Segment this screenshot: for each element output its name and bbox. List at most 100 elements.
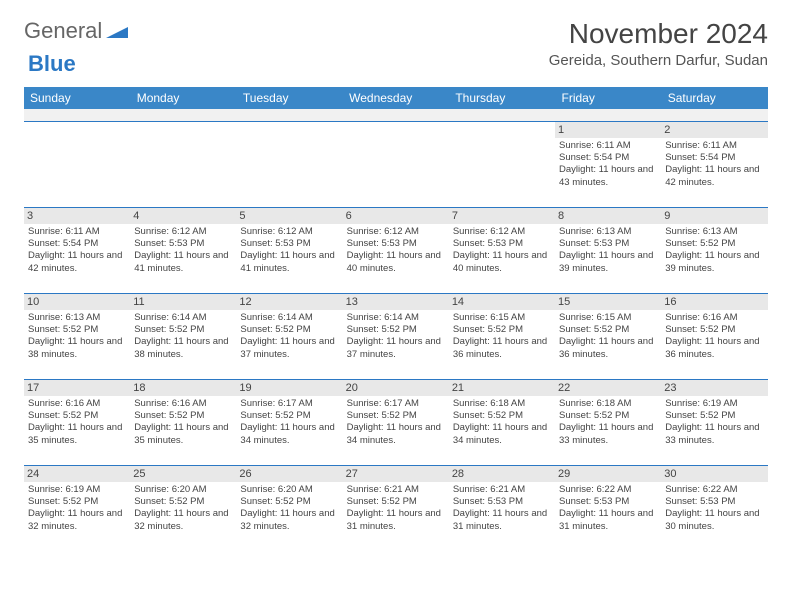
day-cell: 2Sunrise: 6:11 AMSunset: 5:54 PMDaylight… xyxy=(661,121,767,207)
sunrise-text: Sunrise: 6:13 AM xyxy=(559,226,657,238)
dayhead-thu: Thursday xyxy=(449,87,555,109)
sunset-text: Sunset: 5:53 PM xyxy=(559,496,657,508)
day-number: 21 xyxy=(449,380,555,396)
daylight-text: Daylight: 11 hours and 37 minutes. xyxy=(240,336,338,361)
sunrise-text: Sunrise: 6:20 AM xyxy=(134,484,232,496)
day-detail: Sunrise: 6:16 AMSunset: 5:52 PMDaylight:… xyxy=(28,398,126,447)
day-cell: 16Sunrise: 6:16 AMSunset: 5:52 PMDayligh… xyxy=(661,293,767,379)
spacer-row xyxy=(24,109,768,121)
title-block: November 2024 Gereida, Southern Darfur, … xyxy=(549,18,768,69)
day-detail: Sunrise: 6:18 AMSunset: 5:52 PMDaylight:… xyxy=(559,398,657,447)
day-cell xyxy=(130,121,236,207)
sunset-text: Sunset: 5:52 PM xyxy=(665,238,763,250)
sunset-text: Sunset: 5:53 PM xyxy=(240,238,338,250)
sunset-text: Sunset: 5:52 PM xyxy=(240,496,338,508)
sunrise-text: Sunrise: 6:21 AM xyxy=(347,484,445,496)
sunset-text: Sunset: 5:52 PM xyxy=(559,410,657,422)
week-row: 10Sunrise: 6:13 AMSunset: 5:52 PMDayligh… xyxy=(24,293,768,379)
sunrise-text: Sunrise: 6:12 AM xyxy=(347,226,445,238)
day-detail: Sunrise: 6:13 AMSunset: 5:52 PMDaylight:… xyxy=(28,312,126,361)
day-detail: Sunrise: 6:22 AMSunset: 5:53 PMDaylight:… xyxy=(559,484,657,533)
sunset-text: Sunset: 5:54 PM xyxy=(559,152,657,164)
sunset-text: Sunset: 5:52 PM xyxy=(240,410,338,422)
day-number: 4 xyxy=(130,208,236,224)
day-detail: Sunrise: 6:20 AMSunset: 5:52 PMDaylight:… xyxy=(240,484,338,533)
sunset-text: Sunset: 5:52 PM xyxy=(28,496,126,508)
sunset-text: Sunset: 5:52 PM xyxy=(665,410,763,422)
day-number: 18 xyxy=(130,380,236,396)
day-detail: Sunrise: 6:15 AMSunset: 5:52 PMDaylight:… xyxy=(559,312,657,361)
daylight-text: Daylight: 11 hours and 31 minutes. xyxy=(559,508,657,533)
daylight-text: Daylight: 11 hours and 43 minutes. xyxy=(559,164,657,189)
daylight-text: Daylight: 11 hours and 32 minutes. xyxy=(240,508,338,533)
day-detail: Sunrise: 6:16 AMSunset: 5:52 PMDaylight:… xyxy=(134,398,232,447)
day-cell: 23Sunrise: 6:19 AMSunset: 5:52 PMDayligh… xyxy=(661,379,767,465)
dayhead-sun: Sunday xyxy=(24,87,130,109)
daylight-text: Daylight: 11 hours and 32 minutes. xyxy=(134,508,232,533)
day-cell: 4Sunrise: 6:12 AMSunset: 5:53 PMDaylight… xyxy=(130,207,236,293)
day-cell: 29Sunrise: 6:22 AMSunset: 5:53 PMDayligh… xyxy=(555,465,661,551)
daylight-text: Daylight: 11 hours and 36 minutes. xyxy=(559,336,657,361)
daylight-text: Daylight: 11 hours and 30 minutes. xyxy=(665,508,763,533)
day-number: 28 xyxy=(449,466,555,482)
day-number: 3 xyxy=(24,208,130,224)
sunset-text: Sunset: 5:52 PM xyxy=(28,410,126,422)
dayhead-wed: Wednesday xyxy=(343,87,449,109)
day-detail: Sunrise: 6:11 AMSunset: 5:54 PMDaylight:… xyxy=(559,140,657,189)
sunrise-text: Sunrise: 6:18 AM xyxy=(559,398,657,410)
daylight-text: Daylight: 11 hours and 35 minutes. xyxy=(134,422,232,447)
sunset-text: Sunset: 5:53 PM xyxy=(134,238,232,250)
day-cell: 17 Sunrise: 6:16 AMSunset: 5:52 PMDayligh… xyxy=(24,379,130,465)
day-detail: Sunrise: 6:12 AMSunset: 5:53 PMDaylight:… xyxy=(240,226,338,275)
day-cell: 19Sunrise: 6:17 AMSunset: 5:52 PMDayligh… xyxy=(236,379,342,465)
daylight-text: Daylight: 11 hours and 32 minutes. xyxy=(28,508,126,533)
daylight-text: Daylight: 11 hours and 39 minutes. xyxy=(559,250,657,275)
daylight-text: Daylight: 11 hours and 38 minutes. xyxy=(134,336,232,361)
sunset-text: Sunset: 5:54 PM xyxy=(665,152,763,164)
day-number: 13 xyxy=(343,294,449,310)
sunrise-text: Sunrise: 6:16 AM xyxy=(665,312,763,324)
day-cell xyxy=(24,121,130,207)
day-cell: 20Sunrise: 6:17 AMSunset: 5:52 PMDayligh… xyxy=(343,379,449,465)
sunrise-text: Sunrise: 6:11 AM xyxy=(28,226,126,238)
sunrise-text: Sunrise: 6:14 AM xyxy=(347,312,445,324)
day-cell: 6Sunrise: 6:12 AMSunset: 5:53 PMDaylight… xyxy=(343,207,449,293)
day-cell: 13Sunrise: 6:14 AMSunset: 5:52 PMDayligh… xyxy=(343,293,449,379)
day-detail: Sunrise: 6:14 AMSunset: 5:52 PMDaylight:… xyxy=(134,312,232,361)
day-number: 12 xyxy=(236,294,342,310)
sunrise-text: Sunrise: 6:13 AM xyxy=(28,312,126,324)
logo-triangle-icon xyxy=(106,18,128,44)
day-number: 23 xyxy=(661,380,767,396)
day-cell: 21Sunrise: 6:18 AMSunset: 5:52 PMDayligh… xyxy=(449,379,555,465)
day-cell: 22 Sunrise: 6:18 AMSunset: 5:52 PMDayligh… xyxy=(555,379,661,465)
sunrise-text: Sunrise: 6:17 AM xyxy=(240,398,338,410)
day-number: 22 xyxy=(555,380,661,396)
sunrise-text: Sunrise: 6:14 AM xyxy=(134,312,232,324)
dayhead-fri: Friday xyxy=(555,87,661,109)
day-number: 5 xyxy=(236,208,342,224)
daylight-text: Daylight: 11 hours and 37 minutes. xyxy=(347,336,445,361)
day-number: 17 xyxy=(24,380,130,396)
logo-word1: General xyxy=(24,18,102,44)
sunrise-text: Sunrise: 6:15 AM xyxy=(453,312,551,324)
day-cell xyxy=(236,121,342,207)
sunrise-text: Sunrise: 6:21 AM xyxy=(453,484,551,496)
dayhead-tue: Tuesday xyxy=(236,87,342,109)
sunset-text: Sunset: 5:52 PM xyxy=(665,324,763,336)
sunrise-text: Sunrise: 6:16 AM xyxy=(28,398,126,410)
sunrise-text: Sunrise: 6:20 AM xyxy=(240,484,338,496)
day-detail: Sunrise: 6:20 AMSunset: 5:52 PMDaylight:… xyxy=(134,484,232,533)
sunset-text: Sunset: 5:52 PM xyxy=(134,410,232,422)
day-cell: 26Sunrise: 6:20 AMSunset: 5:52 PMDayligh… xyxy=(236,465,342,551)
sunset-text: Sunset: 5:52 PM xyxy=(28,324,126,336)
sunset-text: Sunset: 5:53 PM xyxy=(453,238,551,250)
sunset-text: Sunset: 5:53 PM xyxy=(665,496,763,508)
daylight-text: Daylight: 11 hours and 41 minutes. xyxy=(240,250,338,275)
day-cell: 30Sunrise: 6:22 AMSunset: 5:53 PMDayligh… xyxy=(661,465,767,551)
day-detail: Sunrise: 6:13 AMSunset: 5:52 PMDaylight:… xyxy=(665,226,763,275)
day-number: 16 xyxy=(661,294,767,310)
sunset-text: Sunset: 5:53 PM xyxy=(453,496,551,508)
day-cell: 10Sunrise: 6:13 AMSunset: 5:52 PMDayligh… xyxy=(24,293,130,379)
sunset-text: Sunset: 5:52 PM xyxy=(559,324,657,336)
sunset-text: Sunset: 5:52 PM xyxy=(240,324,338,336)
